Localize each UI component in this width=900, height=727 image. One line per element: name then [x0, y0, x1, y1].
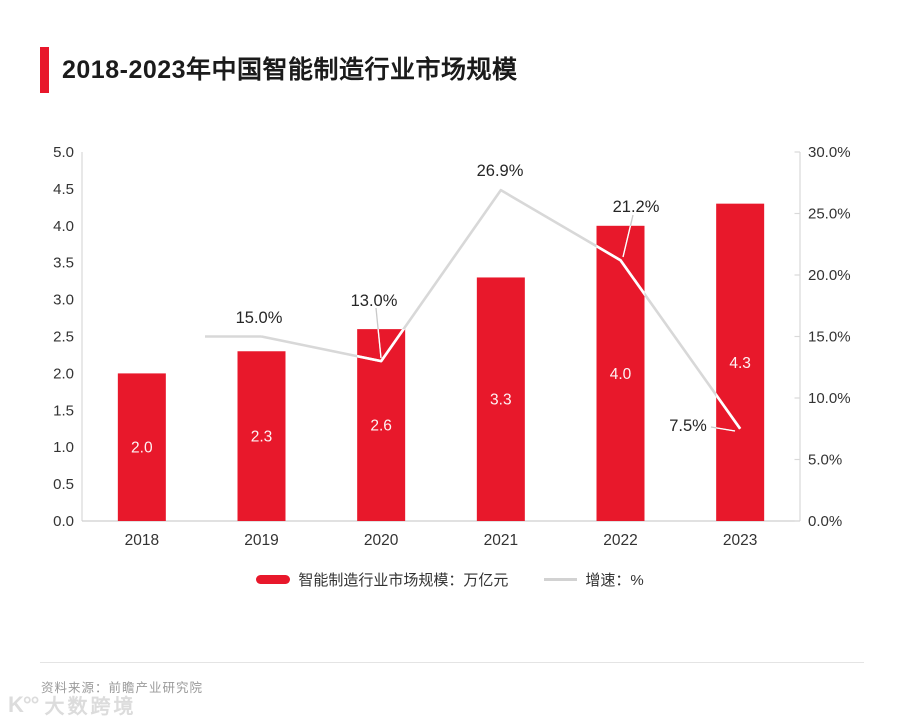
chart-header: 2018-2023年中国智能制造行业市场规模 [40, 47, 518, 93]
page-title: 2018-2023年中国智能制造行业市场规模 [62, 56, 518, 84]
line-series-swatch [544, 578, 578, 581]
bar-2023 [716, 203, 765, 521]
bar-value-label: 2.0 [131, 440, 153, 457]
watermark-logo-icon: K°° [8, 691, 40, 717]
left-axis-tick-label: 2.0 [53, 365, 74, 382]
bar-series-swatch [256, 575, 291, 584]
x-axis-label-2021: 2021 [484, 532, 518, 549]
growth-line [261, 188, 742, 430]
left-axis-tick-label: 3.5 [53, 255, 74, 272]
growth-value-label: 7.5% [669, 417, 707, 435]
market-size-growth-chart: 0.0 0.5 1.0 1.5 2.0 2.5 3.0 3.5 4.0 4.5 5.0 0.0% 5.0… [53, 144, 851, 549]
footer-divider [40, 662, 864, 663]
watermark-text: 大数跨境 [44, 696, 137, 718]
bar-value-label: 3.3 [490, 392, 512, 409]
watermark: K°° 大数跨境 [8, 690, 136, 719]
bar-value-label: 2.3 [251, 429, 273, 446]
right-axis-tick-label: 5.0% [808, 452, 842, 469]
bar-value-label: 2.6 [370, 418, 392, 435]
bar-2021 [476, 277, 525, 521]
left-axis-tick-label: 3.0 [53, 292, 74, 309]
x-axis-label-2023: 2023 [723, 532, 757, 549]
growth-value-label: 21.2% [613, 198, 660, 216]
bar-value-label: 4.0 [610, 366, 632, 383]
right-axis-tick-label: 10.0% [808, 390, 851, 407]
right-axis-tick-label: 30.0% [808, 144, 851, 161]
title-accent-bar [40, 47, 49, 93]
left-axis-tick-label: 4.0 [53, 218, 74, 235]
growth-value-label: 26.9% [477, 162, 524, 180]
source-note: 资料来源：前瞻产业研究院 [41, 681, 204, 695]
x-axis-label-2019: 2019 [244, 532, 278, 549]
bar-2018 [117, 373, 166, 521]
left-axis-tick-label: 2.5 [53, 329, 74, 346]
right-axis-tick-label: 15.0% [808, 329, 851, 346]
left-axis-tick-label: 0.0 [53, 513, 74, 530]
bar-2022 [596, 225, 645, 522]
left-axis-tick-label: 0.5 [53, 476, 74, 493]
x-axis-label-2018: 2018 [125, 532, 159, 549]
left-axis-tick-label: 4.5 [53, 181, 74, 198]
bar-series-label: 智能制造行业市场规模：万亿元 [298, 572, 509, 589]
line-series-label: 增速：% [585, 572, 644, 589]
left-axis-tick-label: 1.5 [53, 402, 74, 419]
left-axis-tick-label: 1.0 [53, 439, 74, 456]
chart-legend: 智能制造行业市场规模：万亿元 增速：% [0, 569, 900, 590]
right-axis-tick-label: 0.0% [808, 513, 842, 530]
bar-value-label: 4.3 [729, 355, 751, 372]
bar-2019 [237, 351, 286, 521]
growth-value-label: 15.0% [236, 309, 283, 327]
growth-value-label: 13.0% [351, 292, 398, 310]
x-axis-label-2022: 2022 [603, 532, 637, 549]
legend-item-growth: 增速：% [544, 569, 644, 590]
left-axis-tick-label: 5.0 [53, 144, 74, 161]
legend-item-market-size: 智能制造行业市场规模：万亿元 [256, 569, 508, 590]
right-axis-tick-label: 20.0% [808, 267, 851, 284]
right-axis-tick-label: 25.0% [808, 206, 851, 223]
x-axis-label-2020: 2020 [364, 532, 399, 549]
